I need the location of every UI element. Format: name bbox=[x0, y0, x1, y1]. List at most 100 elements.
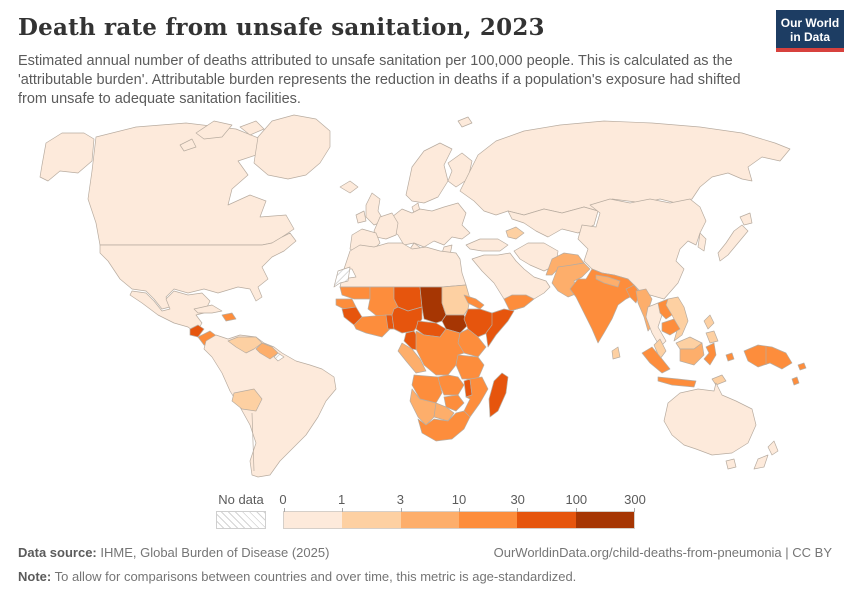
country-indonesia-java[interactable] bbox=[657, 376, 697, 388]
legend-tick-30: 30 bbox=[510, 492, 525, 507]
country-solomon-islands[interactable] bbox=[797, 362, 807, 371]
territory-western-sahara[interactable] bbox=[333, 266, 351, 288]
country-zimbabwe[interactable] bbox=[443, 394, 465, 412]
legend-no-data-label: No data bbox=[218, 492, 264, 507]
country-new-zealand-north[interactable] bbox=[767, 440, 779, 456]
country-canada-arctic-island-1[interactable] bbox=[195, 120, 233, 140]
note-label: Note: bbox=[18, 569, 52, 584]
territory-french-guiana[interactable] bbox=[273, 352, 285, 362]
country-usa[interactable] bbox=[99, 232, 297, 310]
legend-color-bar bbox=[283, 508, 635, 529]
country-sudan[interactable] bbox=[441, 284, 471, 316]
chart-subtitle: Estimated annual number of deaths attrib… bbox=[18, 53, 741, 108]
country-hispaniola[interactable] bbox=[221, 312, 237, 322]
country-indonesia-sulawesi[interactable] bbox=[703, 342, 717, 366]
country-turkey[interactable] bbox=[465, 238, 509, 252]
country-south-africa[interactable] bbox=[417, 410, 471, 442]
note-text: To allow for comparisons between countri… bbox=[51, 569, 577, 584]
country-indonesia-kalimantan[interactable] bbox=[679, 342, 705, 366]
region-arabian-peninsula[interactable] bbox=[471, 252, 551, 312]
country-new-zealand-south[interactable] bbox=[753, 454, 769, 470]
owid-logo-accent-bar bbox=[776, 48, 844, 52]
country-cuba[interactable] bbox=[193, 304, 223, 314]
legend-tick-labels: 0 1 3 10 30 100 300 bbox=[279, 492, 645, 508]
region-central-eastern-europe[interactable] bbox=[389, 202, 471, 248]
footer: Data source: IHME, Global Burden of Dise… bbox=[18, 545, 832, 560]
country-japan[interactable] bbox=[717, 224, 749, 262]
page-title: Death rate from unsafe sanitation, 2023 bbox=[18, 14, 545, 41]
footer-note: Note: To allow for comparisons between c… bbox=[18, 569, 576, 584]
territory-svalbard[interactable] bbox=[457, 116, 473, 128]
region-scandinavia[interactable] bbox=[405, 142, 453, 204]
country-namibia[interactable] bbox=[409, 388, 437, 426]
owid-logo-line2: in Data bbox=[789, 29, 830, 44]
legend-no-data: No data bbox=[216, 492, 266, 529]
country-venezuela[interactable] bbox=[227, 336, 263, 354]
country-united-kingdom[interactable] bbox=[365, 192, 385, 226]
data-source-text: IHME, Global Burden of Disease (2025) bbox=[96, 545, 330, 560]
country-indonesia-maluku[interactable] bbox=[725, 352, 735, 362]
legend-color-scale: 0 1 3 10 30 100 300 bbox=[279, 492, 646, 529]
owid-url-link[interactable]: OurWorldinData.org/child-deaths-from-pne… bbox=[493, 545, 832, 560]
data-source-line: Data source: IHME, Global Burden of Dise… bbox=[18, 545, 329, 560]
country-drc[interactable] bbox=[415, 328, 465, 376]
country-guyana-suriname[interactable] bbox=[255, 342, 279, 360]
country-somalia[interactable] bbox=[485, 308, 515, 348]
legend-tick-0: 0 bbox=[279, 492, 287, 507]
legend-swatch-100-300[interactable] bbox=[575, 512, 634, 528]
country-ireland[interactable] bbox=[355, 210, 367, 224]
owid-logo-line1: Our World bbox=[780, 16, 840, 30]
country-iceland[interactable] bbox=[339, 180, 359, 194]
legend-tick-100: 100 bbox=[565, 492, 588, 507]
legend-swatch-3-10[interactable] bbox=[400, 512, 459, 528]
country-timor[interactable] bbox=[711, 374, 727, 386]
legend-tick-1: 1 bbox=[338, 492, 346, 507]
country-sri-lanka[interactable] bbox=[611, 346, 621, 360]
country-tanzania[interactable] bbox=[455, 354, 485, 380]
country-indonesia-sumatra[interactable] bbox=[641, 346, 671, 374]
country-greenland[interactable] bbox=[253, 114, 331, 180]
country-vietnam[interactable] bbox=[665, 296, 689, 342]
country-alaska[interactable] bbox=[39, 132, 95, 182]
country-eritrea[interactable] bbox=[463, 294, 485, 310]
legend-swatch-30-100[interactable] bbox=[517, 512, 576, 528]
country-vanuatu[interactable] bbox=[791, 376, 800, 386]
world-choropleth-map[interactable] bbox=[0, 103, 850, 483]
country-cambodia[interactable] bbox=[661, 318, 681, 336]
region-caucasus-azerbaijan[interactable] bbox=[505, 226, 525, 240]
country-bolivia[interactable] bbox=[231, 388, 263, 412]
country-nigeria[interactable] bbox=[391, 306, 423, 334]
legend-no-data-swatch[interactable] bbox=[216, 511, 266, 529]
country-india[interactable] bbox=[569, 268, 637, 344]
country-australia[interactable] bbox=[663, 382, 757, 456]
country-nepal[interactable] bbox=[595, 274, 621, 288]
data-source-label: Data source: bbox=[18, 545, 97, 560]
country-mauritania[interactable] bbox=[339, 286, 371, 300]
country-canada-arctic-island-2[interactable] bbox=[239, 120, 265, 136]
country-south-korea[interactable] bbox=[697, 232, 707, 252]
country-canada[interactable] bbox=[87, 122, 295, 246]
country-madagascar[interactable] bbox=[488, 372, 509, 418]
country-philippines-north[interactable] bbox=[703, 314, 715, 330]
legend-tick-10: 10 bbox=[451, 492, 467, 507]
country-guatemala[interactable] bbox=[189, 324, 205, 338]
country-australia-tasmania[interactable] bbox=[725, 458, 737, 470]
region-ivory-coast-ghana-liberia[interactable] bbox=[353, 314, 391, 338]
country-botswana[interactable] bbox=[433, 402, 455, 422]
country-canada-arctic-island-3[interactable] bbox=[179, 138, 197, 152]
country-russia[interactable] bbox=[459, 120, 791, 216]
country-zambia[interactable] bbox=[437, 374, 465, 396]
country-philippines-south[interactable] bbox=[705, 330, 719, 344]
legend-tick-300: 300 bbox=[624, 492, 646, 507]
owid-logo[interactable]: Our World in Data bbox=[776, 10, 844, 51]
legend-swatch-10-30[interactable] bbox=[458, 512, 518, 528]
border-chile-argentina bbox=[251, 412, 255, 472]
country-gabon-congo[interactable] bbox=[397, 342, 427, 374]
country-japan-hokkaido[interactable] bbox=[739, 212, 753, 226]
country-yemen[interactable] bbox=[503, 294, 535, 312]
legend-swatch-1-3[interactable] bbox=[342, 512, 401, 528]
country-new-guinea[interactable] bbox=[743, 344, 793, 370]
legend-swatch-0-1[interactable] bbox=[284, 512, 343, 528]
country-pakistan[interactable] bbox=[551, 262, 591, 298]
